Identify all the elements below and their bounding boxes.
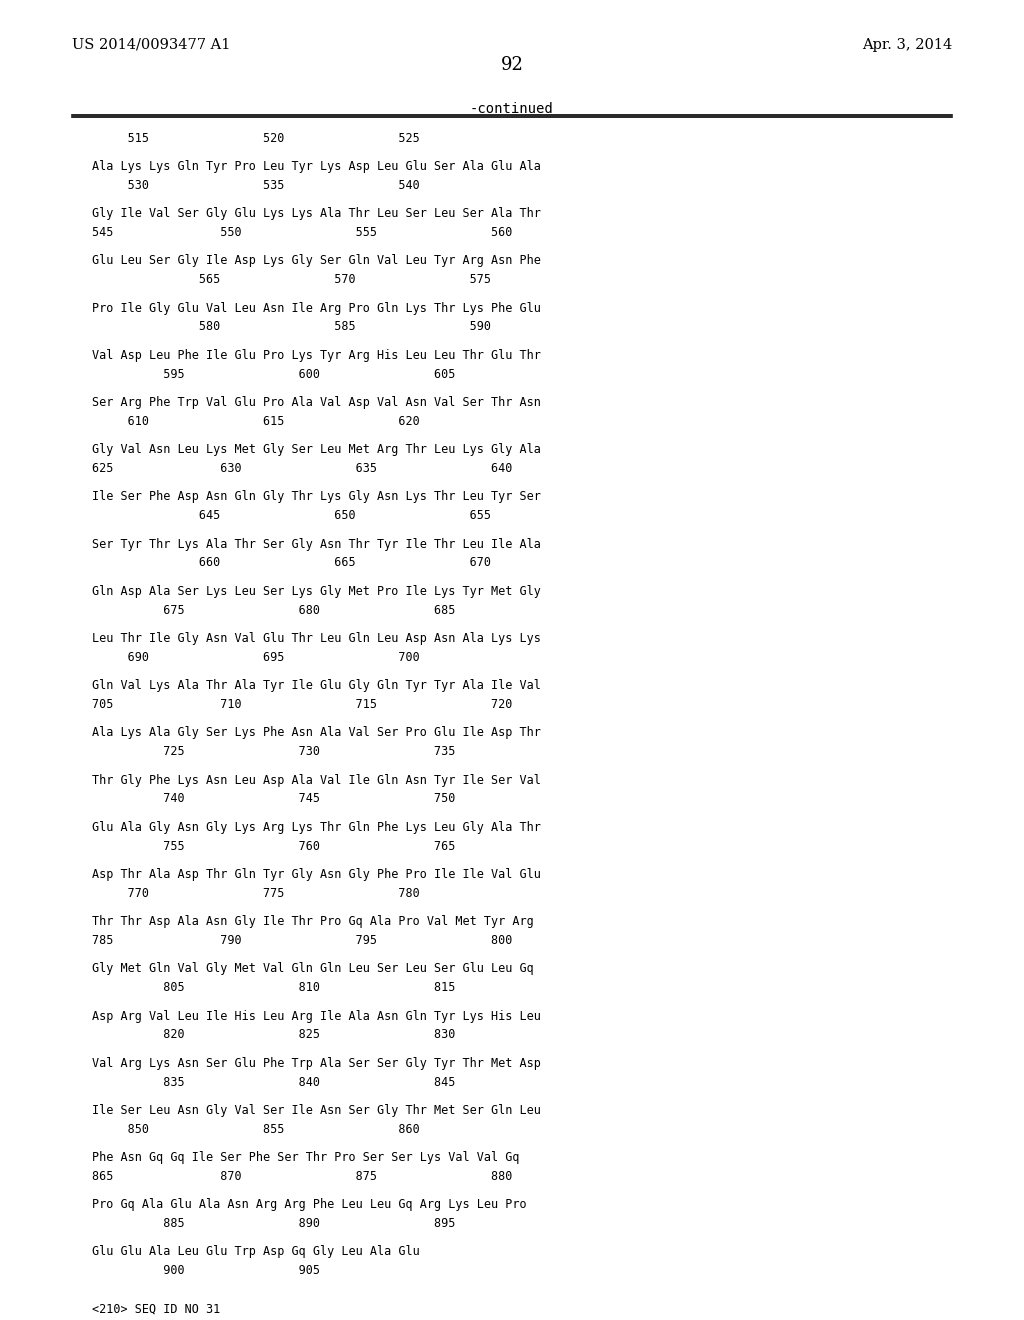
Text: 595                600                605: 595 600 605 xyxy=(92,367,456,380)
Text: Pro Gq Ala Glu Ala Asn Arg Arg Phe Leu Leu Gq Arg Lys Leu Pro: Pro Gq Ala Glu Ala Asn Arg Arg Phe Leu L… xyxy=(92,1199,526,1212)
Text: 820                825                830: 820 825 830 xyxy=(92,1028,456,1041)
Text: 725                730                735: 725 730 735 xyxy=(92,746,456,758)
Text: <210> SEQ ID NO 31: <210> SEQ ID NO 31 xyxy=(92,1302,220,1315)
Text: US 2014/0093477 A1: US 2014/0093477 A1 xyxy=(72,38,230,51)
Text: Asp Arg Val Leu Ile His Leu Arg Ile Ala Asn Gln Tyr Lys His Leu: Asp Arg Val Leu Ile His Leu Arg Ile Ala … xyxy=(92,1010,541,1023)
Text: Ala Lys Ala Gly Ser Lys Phe Asn Ala Val Ser Pro Glu Ile Asp Thr: Ala Lys Ala Gly Ser Lys Phe Asn Ala Val … xyxy=(92,726,541,739)
Text: Thr Thr Asp Ala Asn Gly Ile Thr Pro Gq Ala Pro Val Met Tyr Arg: Thr Thr Asp Ala Asn Gly Ile Thr Pro Gq A… xyxy=(92,915,534,928)
Text: Gln Asp Ala Ser Lys Leu Ser Lys Gly Met Pro Ile Lys Tyr Met Gly: Gln Asp Ala Ser Lys Leu Ser Lys Gly Met … xyxy=(92,585,541,598)
Text: Val Arg Lys Asn Ser Glu Phe Trp Ala Ser Ser Gly Tyr Thr Met Asp: Val Arg Lys Asn Ser Glu Phe Trp Ala Ser … xyxy=(92,1057,541,1069)
Text: 565                570                575: 565 570 575 xyxy=(92,273,492,286)
Text: 675                680                685: 675 680 685 xyxy=(92,603,456,616)
Text: Pro Ile Gly Glu Val Leu Asn Ile Arg Pro Gln Lys Thr Lys Phe Glu: Pro Ile Gly Glu Val Leu Asn Ile Arg Pro … xyxy=(92,301,541,314)
Text: Ile Ser Phe Asp Asn Gln Gly Thr Lys Gly Asn Lys Thr Leu Tyr Ser: Ile Ser Phe Asp Asn Gln Gly Thr Lys Gly … xyxy=(92,490,541,503)
Text: Phe Asn Gq Gq Ile Ser Phe Ser Thr Pro Ser Ser Lys Val Val Gq: Phe Asn Gq Gq Ile Ser Phe Ser Thr Pro Se… xyxy=(92,1151,519,1164)
Text: 515                520                525: 515 520 525 xyxy=(92,132,420,145)
Text: 835                840                845: 835 840 845 xyxy=(92,1076,456,1089)
Text: 805                810                815: 805 810 815 xyxy=(92,981,456,994)
Text: Gly Ile Val Ser Gly Glu Lys Lys Ala Thr Leu Ser Leu Ser Ala Thr: Gly Ile Val Ser Gly Glu Lys Lys Ala Thr … xyxy=(92,207,541,220)
Text: 92: 92 xyxy=(501,55,523,74)
Text: 785               790                795                800: 785 790 795 800 xyxy=(92,935,513,946)
Text: Gln Val Lys Ala Thr Ala Tyr Ile Glu Gly Gln Tyr Tyr Ala Ile Val: Gln Val Lys Ala Thr Ala Tyr Ile Glu Gly … xyxy=(92,678,541,692)
Text: -continued: -continued xyxy=(470,103,554,116)
Text: 660                665                670: 660 665 670 xyxy=(92,557,492,569)
Text: Glu Glu Ala Leu Glu Trp Asp Gq Gly Leu Ala Glu: Glu Glu Ala Leu Glu Trp Asp Gq Gly Leu A… xyxy=(92,1246,420,1258)
Text: Leu Thr Ile Gly Asn Val Glu Thr Leu Gln Leu Asp Asn Ala Lys Lys: Leu Thr Ile Gly Asn Val Glu Thr Leu Gln … xyxy=(92,632,541,645)
Text: Gly Val Asn Leu Lys Met Gly Ser Leu Met Arg Thr Leu Lys Gly Ala: Gly Val Asn Leu Lys Met Gly Ser Leu Met … xyxy=(92,444,541,457)
Text: 645                650                655: 645 650 655 xyxy=(92,510,492,523)
Text: Ala Lys Lys Gln Tyr Pro Leu Tyr Lys Asp Leu Glu Ser Ala Glu Ala: Ala Lys Lys Gln Tyr Pro Leu Tyr Lys Asp … xyxy=(92,160,541,173)
Text: 610                615                620: 610 615 620 xyxy=(92,414,420,428)
Text: 755                760                765: 755 760 765 xyxy=(92,840,456,853)
Text: 865               870                875                880: 865 870 875 880 xyxy=(92,1170,513,1183)
Text: 705               710                715                720: 705 710 715 720 xyxy=(92,698,513,711)
Text: Gly Met Gln Val Gly Met Val Gln Gln Leu Ser Leu Ser Glu Leu Gq: Gly Met Gln Val Gly Met Val Gln Gln Leu … xyxy=(92,962,534,975)
Text: Ser Arg Phe Trp Val Glu Pro Ala Val Asp Val Asn Val Ser Thr Asn: Ser Arg Phe Trp Val Glu Pro Ala Val Asp … xyxy=(92,396,541,409)
Text: 885                890                895: 885 890 895 xyxy=(92,1217,456,1230)
Text: Ser Tyr Thr Lys Ala Thr Ser Gly Asn Thr Tyr Ile Thr Leu Ile Ala: Ser Tyr Thr Lys Ala Thr Ser Gly Asn Thr … xyxy=(92,537,541,550)
Text: 545               550                555                560: 545 550 555 560 xyxy=(92,226,513,239)
Text: 530                535                540: 530 535 540 xyxy=(92,178,420,191)
Text: 770                775                780: 770 775 780 xyxy=(92,887,420,900)
Text: Glu Ala Gly Asn Gly Lys Arg Lys Thr Gln Phe Lys Leu Gly Ala Thr: Glu Ala Gly Asn Gly Lys Arg Lys Thr Gln … xyxy=(92,821,541,834)
Text: Glu Leu Ser Gly Ile Asp Lys Gly Ser Gln Val Leu Tyr Arg Asn Phe: Glu Leu Ser Gly Ile Asp Lys Gly Ser Gln … xyxy=(92,255,541,268)
Text: Val Asp Leu Phe Ile Glu Pro Lys Tyr Arg His Leu Leu Thr Glu Thr: Val Asp Leu Phe Ile Glu Pro Lys Tyr Arg … xyxy=(92,348,541,362)
Text: 850                855                860: 850 855 860 xyxy=(92,1123,420,1135)
Text: 580                585                590: 580 585 590 xyxy=(92,321,492,334)
Text: Thr Gly Phe Lys Asn Leu Asp Ala Val Ile Gln Asn Tyr Ile Ser Val: Thr Gly Phe Lys Asn Leu Asp Ala Val Ile … xyxy=(92,774,541,787)
Text: 690                695                700: 690 695 700 xyxy=(92,651,420,664)
Text: Asp Thr Ala Asp Thr Gln Tyr Gly Asn Gly Phe Pro Ile Ile Val Glu: Asp Thr Ala Asp Thr Gln Tyr Gly Asn Gly … xyxy=(92,869,541,880)
Text: 900                905: 900 905 xyxy=(92,1265,321,1278)
Text: Ile Ser Leu Asn Gly Val Ser Ile Asn Ser Gly Thr Met Ser Gln Leu: Ile Ser Leu Asn Gly Val Ser Ile Asn Ser … xyxy=(92,1104,541,1117)
Text: 625               630                635                640: 625 630 635 640 xyxy=(92,462,513,475)
Text: Apr. 3, 2014: Apr. 3, 2014 xyxy=(862,38,952,51)
Text: 740                745                750: 740 745 750 xyxy=(92,792,456,805)
